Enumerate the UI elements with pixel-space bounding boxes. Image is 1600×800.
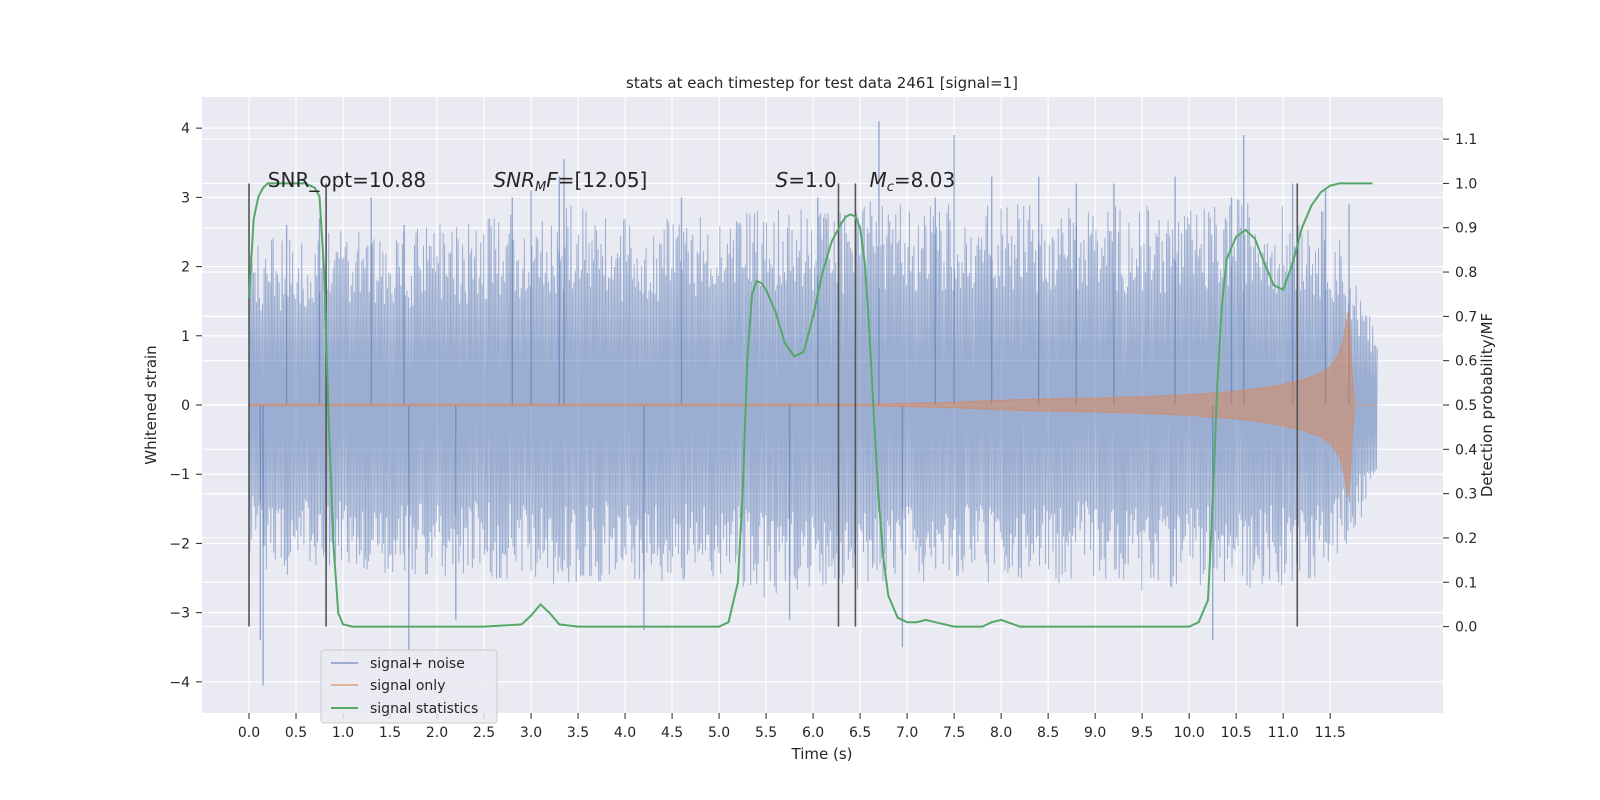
y2-tick-label: 1.0 (1455, 176, 1477, 192)
x-tick-label: 1.0 (332, 725, 354, 741)
x-tick-label: 8.5 (1037, 725, 1059, 741)
x-tick-label: 9.0 (1084, 725, 1106, 741)
x-tick-label: 1.5 (379, 725, 401, 741)
legend-box (320, 649, 498, 724)
x-tick-label: 11.0 (1268, 725, 1299, 741)
x-tick-label: 5.0 (708, 725, 730, 741)
legend-label-signal-noise: signal+ noise (370, 656, 465, 672)
y-tick-label: 2 (181, 260, 190, 276)
annotations: SNR_opt=10.88 SNRMF=[12.05] S=1.0 Mc=8.03 (268, 168, 955, 195)
y-tick-label: 0 (181, 398, 190, 414)
x-tick-label: 10.5 (1221, 725, 1252, 741)
x-tick-label: 2.0 (426, 725, 448, 741)
y2-tick-label: 0.4 (1455, 442, 1477, 458)
x-tick-label: 4.5 (661, 725, 683, 741)
y-tick-label: 4 (181, 121, 190, 137)
chart-title: stats at each timestep for test data 246… (626, 74, 1018, 92)
x-tick-label: 3.0 (520, 725, 542, 741)
y-axis-ticks: −4 −3 −2 −1 0 1 2 3 4 (169, 121, 202, 691)
y-tick-label: 1 (181, 329, 190, 345)
y-tick-label: 3 (181, 190, 190, 206)
annotation-text: Mc=8.03 (870, 168, 956, 195)
series-signal-statistics (248, 182, 1373, 628)
x-axis-ticks: 0.0 0.5 1.0 1.5 2.0 2.5 3.0 3.5 4.0 4.5 5.0 5.5 6.0 6… (238, 713, 1346, 741)
legend-label-signal-statistics: signal statistics (370, 701, 478, 717)
x-tick-label: 6.0 (802, 725, 824, 741)
series-spikes (259, 121, 1350, 686)
y2-tick-label: 0.0 (1455, 620, 1477, 636)
y2-tick-label: 0.8 (1455, 265, 1477, 281)
annotation-text: S=1.0 (775, 168, 836, 192)
x-tick-label: 7.0 (896, 725, 918, 741)
y2-axis-label: Detection probability/MF (1478, 313, 1496, 497)
annotation-text: SNRMF=[12.05] (493, 168, 647, 195)
x-tick-label: 5.5 (755, 725, 777, 741)
legend: signal+ noise signal only signal statist… (320, 649, 498, 724)
y2-tick-label: 0.3 (1455, 487, 1477, 503)
y-tick-label: −1 (169, 467, 190, 483)
x-tick-label: 10.0 (1174, 725, 1205, 741)
y2-tick-label: 0.6 (1455, 354, 1477, 370)
x-tick-label: 9.5 (1131, 725, 1153, 741)
series-line (248, 199, 1378, 598)
x-tick-label: 8.0 (990, 725, 1012, 741)
y2-tick-label: 0.2 (1455, 531, 1477, 547)
x-tick-label: 7.5 (943, 725, 965, 741)
x-tick-label: 0.5 (285, 725, 307, 741)
x-tick-label: 0.0 (238, 725, 260, 741)
x-tick-label: 2.5 (473, 725, 495, 741)
y-tick-label: −3 (169, 606, 190, 622)
y2-tick-label: 0.7 (1455, 309, 1477, 325)
series-signal-only (248, 312, 1378, 498)
y-axis-label: Whitened strain (142, 345, 160, 464)
x-tick-label: 11.5 (1315, 725, 1346, 741)
annotation-text: SNR_opt=10.88 (268, 168, 426, 192)
y2-tick-label: 1.1 (1455, 132, 1477, 148)
y2-tick-label: 0.1 (1455, 575, 1477, 591)
vertical-markers (248, 183, 1299, 627)
y-tick-label: −2 (169, 536, 190, 552)
legend-label-signal-only: signal only (370, 678, 445, 694)
x-tick-label: 4.0 (614, 725, 636, 741)
y2-axis-ticks: 0.0 0.1 0.2 0.3 0.4 0.5 0.6 0.7 0.8 0.9 1.0 1.1 (1443, 132, 1477, 636)
series-line (248, 182, 1373, 628)
x-tick-label: 6.5 (849, 725, 871, 741)
series-signal-noise (248, 121, 1378, 686)
y2-tick-label: 0.9 (1455, 221, 1477, 237)
y-tick-label: −4 (169, 675, 190, 691)
x-axis-label: Time (s) (791, 745, 853, 763)
y2-tick-label: 0.5 (1455, 398, 1477, 414)
x-tick-label: 3.5 (567, 725, 589, 741)
series-area (248, 312, 1378, 498)
